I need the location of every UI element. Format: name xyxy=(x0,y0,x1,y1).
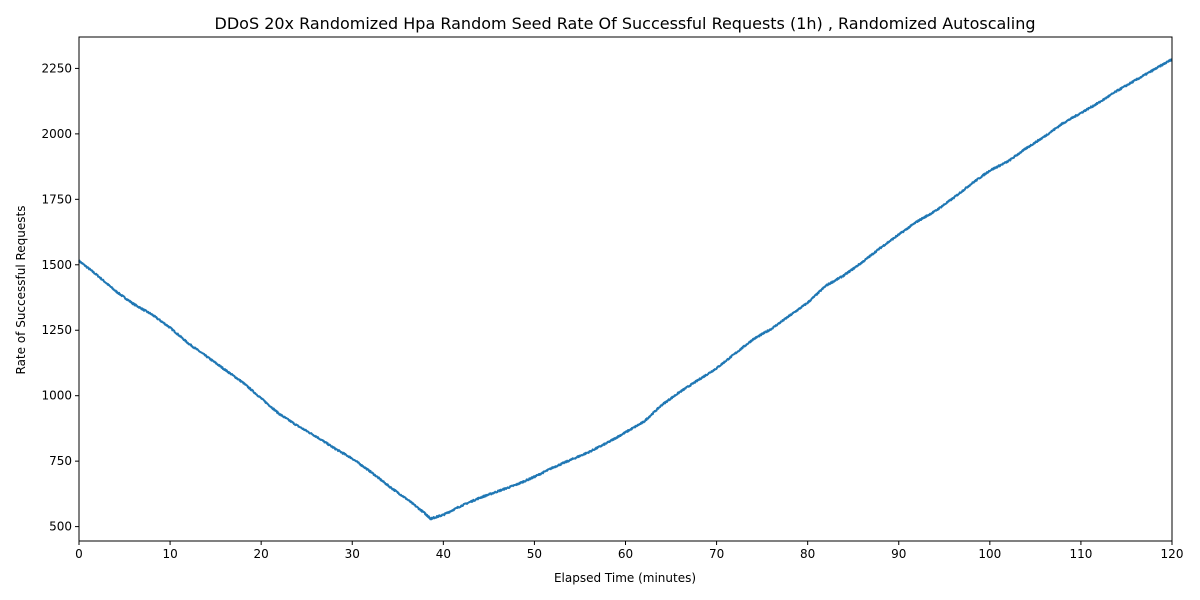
plot-area: 0 10 20 30 40 50 60 70 80 90 100 110 120 500 750 1000 12… xyxy=(41,36,1184,561)
x-tick-label: 0 xyxy=(75,547,83,561)
y-tick-label: 2250 xyxy=(41,61,72,75)
x-tick-label: 40 xyxy=(436,547,451,561)
x-tick-label: 110 xyxy=(1069,547,1092,561)
x-tick-label: 30 xyxy=(345,547,360,561)
x-tick-label: 10 xyxy=(162,547,177,561)
y-tick-label: 1250 xyxy=(41,323,72,337)
series-line xyxy=(78,58,1173,521)
x-tick-label: 120 xyxy=(1161,547,1184,561)
x-tick-label: 20 xyxy=(254,547,269,561)
x-tick-label: 50 xyxy=(527,547,542,561)
y-tick-label: 500 xyxy=(49,520,72,534)
x-tick-label: 80 xyxy=(800,547,815,561)
y-axis-label: Rate of Successful Requests xyxy=(14,206,28,375)
chart-title: DDoS 20x Randomized Hpa Random Seed Rate… xyxy=(215,14,1036,33)
y-tick-label: 2000 xyxy=(41,127,72,141)
x-tick-label: 100 xyxy=(978,547,1001,561)
y-tick-label: 750 xyxy=(49,454,72,468)
x-tick-label: 60 xyxy=(618,547,633,561)
y-tick-label: 1500 xyxy=(41,258,72,272)
x-tick-label: 70 xyxy=(709,547,724,561)
y-tick-label: 1000 xyxy=(41,389,72,403)
x-axis-label: Elapsed Time (minutes) xyxy=(554,571,696,585)
x-tick-label: 90 xyxy=(891,547,906,561)
y-tick-label: 1750 xyxy=(41,192,72,206)
